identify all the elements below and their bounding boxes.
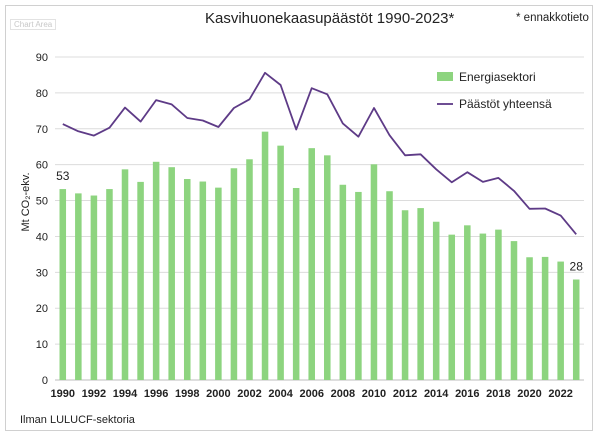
y-tick-label: 30 (36, 267, 48, 279)
chart-area-tag: Chart Area (10, 19, 57, 30)
bar-energiasektori (168, 167, 175, 380)
bar-energiasektori (183, 179, 191, 380)
bar-energiasektori (526, 257, 533, 380)
footnote: Ilman LULUCF-sektoria (20, 414, 135, 426)
bar-energiasektori (432, 221, 440, 380)
legend-swatch-energiasektori (437, 72, 453, 81)
data-label: 53 (56, 169, 70, 183)
bar-energiasektori (510, 241, 518, 380)
bar-energiasektori (479, 233, 487, 380)
bar-energiasektori (292, 187, 300, 380)
bar-energiasektori (339, 184, 347, 380)
bar-energiasektori (572, 279, 580, 380)
bar-energiasektori (386, 191, 393, 380)
x-tick-label: 2018 (486, 388, 510, 400)
x-tick-label: 1998 (175, 388, 199, 400)
x-tick-label: 2000 (206, 388, 230, 400)
bar-energiasektori (370, 164, 378, 380)
y-tick-label: 70 (36, 124, 48, 136)
y-tick-label: 60 (36, 160, 48, 172)
x-tick-label: 1996 (144, 388, 168, 400)
bar-energiasektori (230, 168, 238, 380)
bar-energiasektori (59, 189, 67, 380)
bar-energiasektori (106, 189, 113, 380)
legend-label-energiasektori: Energiasektori (459, 70, 536, 84)
y-tick-label: 0 (42, 375, 48, 387)
bar-energiasektori (137, 181, 144, 380)
x-tick-label: 2008 (331, 388, 355, 400)
bar-energiasektori (448, 234, 456, 380)
bar-energiasektori (401, 210, 409, 380)
bar-energiasektori (308, 148, 315, 380)
x-tick-label: 2014 (424, 388, 449, 400)
bar-energiasektori (152, 161, 160, 380)
data-label: 28 (570, 260, 584, 274)
bar-energiasektori (355, 191, 362, 380)
preliminary-note: * ennakkotieto (516, 12, 589, 24)
x-tick-label: 2002 (237, 388, 261, 400)
line-paastot-yhteensa (62, 71, 577, 235)
x-tick-label: 2010 (362, 388, 386, 400)
bar-energiasektori (121, 169, 129, 380)
x-tick-label: 2012 (393, 388, 417, 400)
x-tick-label: 2022 (548, 388, 572, 400)
y-tick-label: 80 (36, 88, 48, 100)
y-tick-label: 10 (36, 339, 48, 351)
x-tick-label: 1992 (82, 388, 106, 400)
x-tick-label: 2020 (517, 388, 541, 400)
x-tick-label: 2006 (299, 388, 323, 400)
bar-energiasektori (417, 208, 424, 380)
bar-energiasektori (541, 256, 549, 380)
x-tick-label: 2016 (455, 388, 479, 400)
bar-energiasektori (464, 225, 471, 380)
x-tick-label: 1990 (51, 388, 75, 400)
bar-energiasektori (277, 145, 284, 380)
bar-energiasektori (495, 229, 502, 380)
bar-energiasektori (261, 131, 269, 380)
legend-label-paastot-yhteensa: Päästöt yhteensä (459, 97, 552, 111)
y-tick-label: 90 (36, 52, 48, 64)
x-tick-label: 1994 (113, 388, 138, 400)
x-tick-label: 2004 (268, 388, 293, 400)
bar-energiasektori (199, 181, 207, 380)
y-tick-label: 40 (36, 231, 48, 243)
bar-energiasektori (324, 155, 331, 380)
bar-energiasektori (215, 187, 222, 380)
bar-energiasektori (90, 195, 98, 380)
y-tick-label: 50 (36, 196, 48, 208)
y-tick-label: 20 (36, 303, 48, 315)
bar-energiasektori (75, 193, 82, 380)
bar-energiasektori (557, 261, 564, 380)
bar-energiasektori (246, 159, 253, 380)
chart-title: Kasvihuonekaasupäästöt 1990-2023* (205, 10, 455, 27)
